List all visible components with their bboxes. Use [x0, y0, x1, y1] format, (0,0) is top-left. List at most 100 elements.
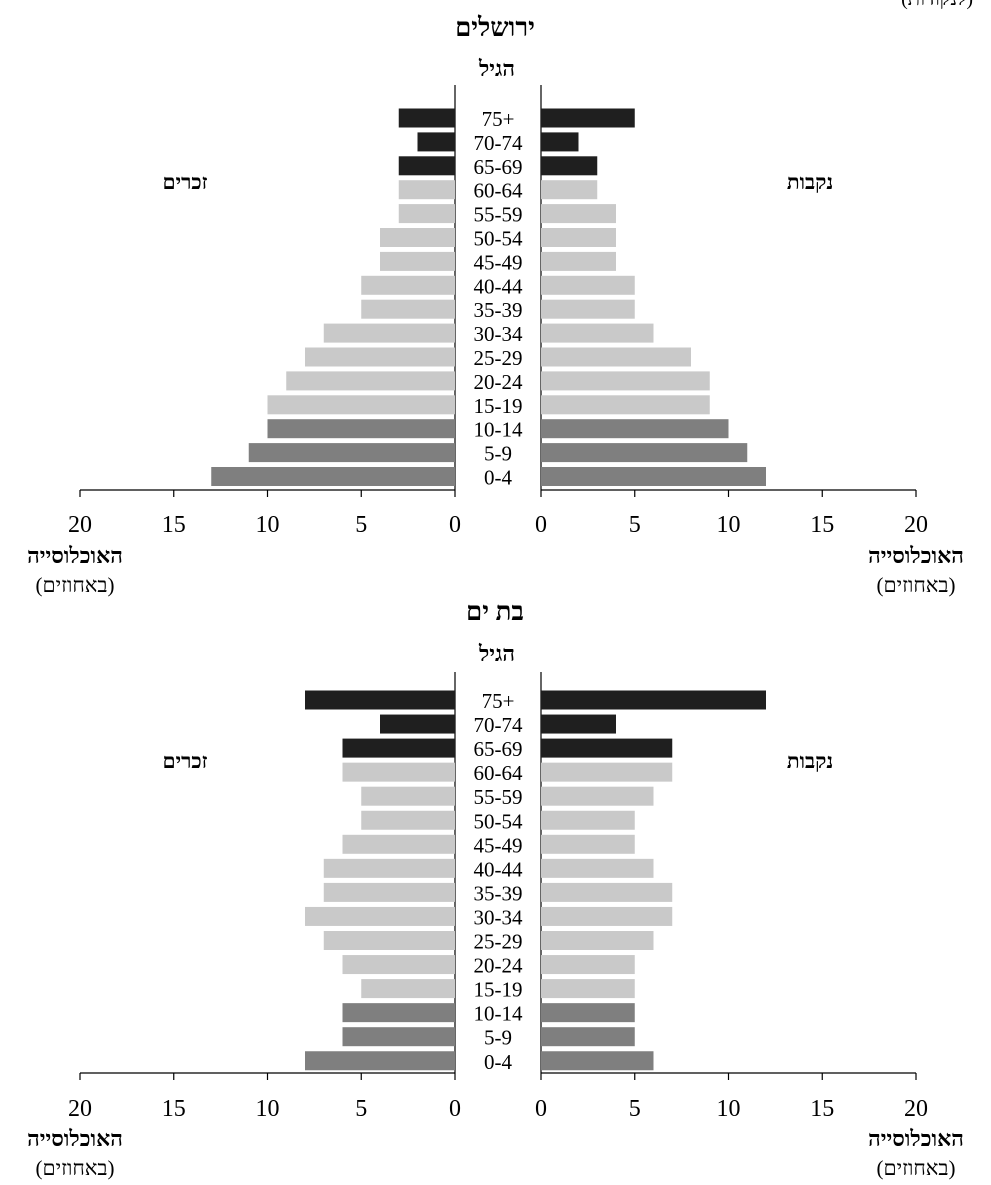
age-category-label: 70-74: [474, 713, 523, 737]
female-bar: [541, 180, 598, 200]
male-bar: [380, 228, 455, 247]
age-category-label: 75+: [482, 689, 515, 713]
female-x-axis-unit: (באחוזים): [877, 573, 956, 597]
age-category-label: 15-19: [474, 978, 523, 1002]
male-bar: [342, 1027, 455, 1047]
female-bar: [541, 204, 616, 224]
female-bar: [541, 395, 710, 415]
male-series-label: זכרים: [162, 749, 207, 773]
male-x-axis-label: האוכלוסייה: [27, 543, 123, 568]
male-bar: [267, 395, 455, 415]
female-series-label: נקבות: [787, 170, 833, 194]
male-bar: [342, 738, 455, 758]
female-x-tick-label: 0: [535, 512, 547, 538]
female-bar: [541, 275, 635, 295]
male-series-label: זכרים: [162, 170, 207, 194]
female-series-label: נקבות: [787, 749, 833, 773]
age-category-label: 50-54: [474, 809, 523, 833]
female-bar: [541, 714, 616, 734]
male-bar: [361, 299, 455, 319]
female-bar: [541, 858, 654, 878]
male-bar: [267, 419, 455, 439]
male-bar: [342, 762, 455, 782]
male-bar: [323, 858, 455, 878]
female-x-axis-unit: (באחוזים): [877, 1156, 956, 1180]
female-bar: [541, 931, 654, 950]
male-x-tick-label: 20: [68, 1096, 92, 1122]
male-bar: [398, 108, 455, 128]
female-bar: [541, 443, 748, 463]
male-bar: [398, 156, 455, 176]
header-fragment: (לנקודות): [901, 0, 973, 11]
age-category-label: 65-69: [474, 737, 523, 761]
male-bar: [305, 347, 455, 367]
female-bar: [541, 690, 766, 710]
male-x-axis-unit: (באחוזים): [36, 1156, 115, 1180]
female-bar: [541, 299, 635, 319]
female-bar: [541, 347, 691, 367]
age-category-label: 0-4: [484, 1050, 512, 1074]
male-bar: [361, 810, 455, 830]
female-x-tick-label: 15: [810, 1096, 834, 1122]
age-category-label: 55-59: [474, 785, 523, 809]
female-x-axis-label: האוכלוסייה: [868, 543, 964, 568]
male-bar: [323, 882, 455, 902]
female-x-tick-label: 20: [904, 512, 928, 538]
female-bar: [541, 419, 729, 439]
male-bar: [342, 1003, 455, 1023]
female-bar: [541, 738, 673, 758]
age-category-label: 40-44: [474, 274, 523, 298]
chart-title: ירושלים: [455, 13, 535, 42]
female-bar: [541, 323, 654, 343]
age-category-label: 5-9: [484, 442, 512, 466]
male-bar: [380, 714, 455, 734]
male-x-tick-label: 20: [68, 512, 92, 538]
age-category-label: 55-59: [474, 203, 523, 227]
female-bar: [541, 228, 616, 247]
age-category-label: 20-24: [474, 954, 523, 978]
age-category-label: 60-64: [474, 761, 523, 785]
age-axis-label: הגיל: [478, 56, 515, 81]
age-category-label: 5-9: [484, 1026, 512, 1050]
age-category-label: 75+: [482, 107, 515, 131]
female-bar: [541, 371, 710, 391]
age-category-label: 45-49: [474, 833, 523, 857]
male-bar: [211, 467, 455, 486]
male-bar: [305, 690, 455, 710]
female-x-axis-label: האוכלוסייה: [868, 1126, 964, 1151]
age-category-label: 35-39: [474, 298, 523, 322]
male-bar: [417, 132, 455, 152]
female-bar: [541, 955, 635, 975]
male-x-tick-label: 0: [449, 1096, 461, 1122]
age-category-label: 65-69: [474, 155, 523, 179]
female-bar: [541, 1027, 635, 1047]
female-x-tick-label: 10: [717, 1096, 741, 1122]
age-category-label: 45-49: [474, 250, 523, 274]
female-bar: [541, 251, 616, 271]
male-bar: [305, 906, 455, 926]
female-x-tick-label: 0: [535, 1096, 547, 1122]
age-category-label: 0-4: [484, 466, 512, 490]
male-bar: [248, 443, 455, 463]
female-bar: [541, 979, 635, 999]
age-category-label: 15-19: [474, 394, 523, 418]
chart-title: בת ים: [466, 597, 524, 626]
age-category-label: 25-29: [474, 930, 523, 954]
male-bar: [323, 323, 455, 343]
male-x-tick-label: 10: [256, 512, 280, 538]
female-x-tick-label: 20: [904, 1096, 928, 1122]
female-x-tick-label: 10: [717, 512, 741, 538]
female-bar: [541, 108, 635, 128]
female-bar: [541, 132, 579, 152]
male-x-tick-label: 5: [355, 1096, 367, 1122]
male-x-tick-label: 15: [162, 512, 186, 538]
female-x-tick-label: 5: [629, 512, 641, 538]
female-x-tick-label: 15: [810, 512, 834, 538]
male-bar: [398, 180, 455, 200]
female-bar: [541, 882, 673, 902]
female-bar: [541, 1051, 654, 1071]
age-category-label: 10-14: [474, 1002, 523, 1026]
pyramid-chart-2: בת ים הגיל 0 0 5 5 10 10 15 15 20 20 75+70-7465-6960…: [27, 597, 964, 1180]
male-bar: [398, 204, 455, 224]
